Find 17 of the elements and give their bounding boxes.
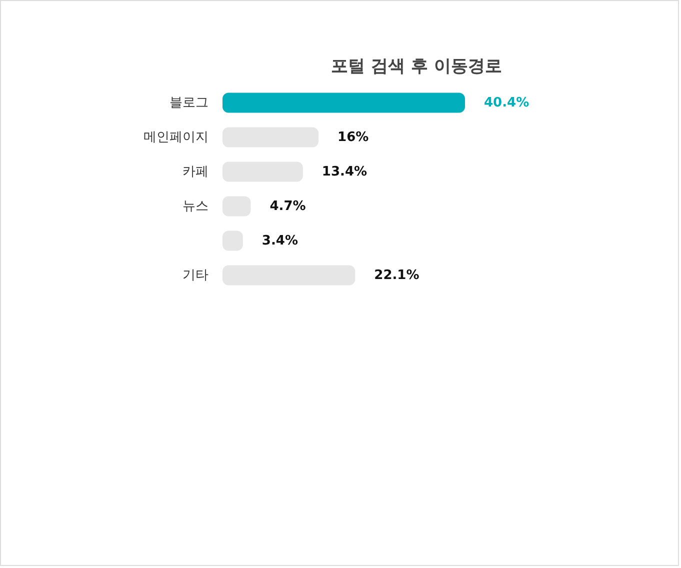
y-tick-label: 블로그 [170, 95, 208, 110]
bar [222, 162, 303, 182]
y-tick-label: 메인페이지 [144, 130, 208, 145]
bar [222, 265, 356, 286]
data-label: 13.4% [322, 164, 368, 180]
bar [222, 92, 465, 113]
bar [222, 196, 251, 216]
bar [222, 127, 319, 148]
data-label: 3.4% [262, 233, 298, 248]
data-label: 4.7% [270, 198, 306, 214]
y-tick-label: 카페 [182, 164, 208, 180]
data-label: 22.1% [374, 268, 420, 283]
data-label: 40.4% [484, 95, 530, 110]
chart-title: 포털 검색 후 이동경로 [331, 56, 502, 76]
y-tick-label: 뉴스 [182, 198, 208, 214]
data-label: 16% [338, 130, 369, 145]
y-tick-label: 기타 [182, 268, 208, 283]
